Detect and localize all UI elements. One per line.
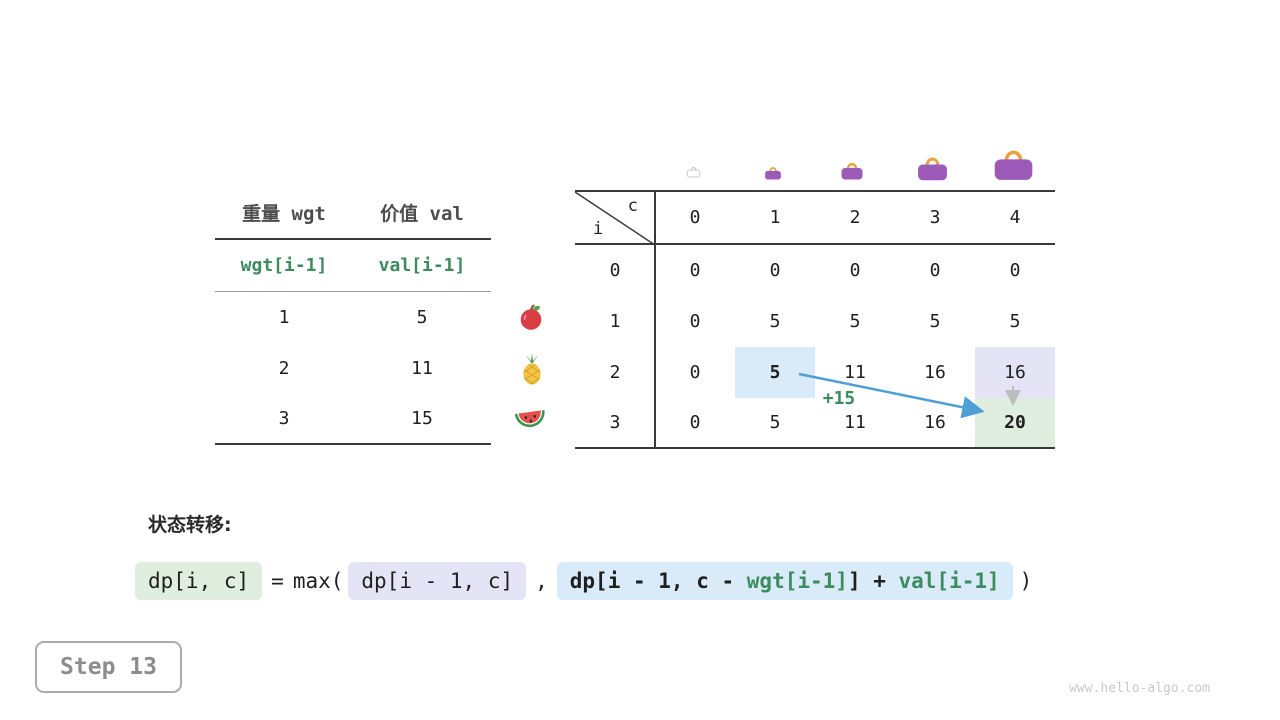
- dp-cell-above-highlight: 16: [975, 347, 1055, 398]
- dp-cell: 0: [1009, 260, 1021, 281]
- formula-comma: ,: [535, 569, 548, 593]
- dp-col-header: 2: [849, 207, 861, 228]
- dp-cell: 5: [849, 311, 861, 332]
- step-indicator: Step 13: [35, 641, 182, 693]
- handbag-icon: [916, 152, 949, 185]
- item-row: 1 5: [215, 292, 491, 343]
- dp-cell: 5: [929, 311, 941, 332]
- item-row: 2 11: [215, 343, 491, 394]
- dp-cell: 0: [769, 260, 781, 281]
- item-wgt: 2: [278, 358, 290, 379]
- dp-corner-cell: c i: [575, 192, 655, 245]
- dp-col-header: 0: [689, 207, 701, 228]
- weight-column-header: 重量 wgt: [242, 202, 326, 225]
- dp-row-1: 1 0 5 5 5 5: [575, 296, 1055, 347]
- formula-close-paren: ): [1019, 569, 1033, 593]
- dp-row-0: 0 0 0 0 0 0: [575, 245, 1055, 296]
- arg2-prefix: dp[i - 1, c -: [569, 569, 747, 593]
- formula-lhs-chip: dp[i, c]: [135, 562, 263, 600]
- dp-col-header: 4: [1009, 207, 1021, 228]
- corner-row-var: i: [593, 219, 604, 239]
- state-transition-formula: dp[i, c] = max( dp[i - 1, c] , dp[i - 1,…: [135, 562, 1032, 600]
- item-wgt: 3: [278, 408, 290, 429]
- corner-diagonal: [575, 192, 655, 245]
- dp-cell: 0: [689, 412, 701, 433]
- dp-cell: 0: [689, 362, 701, 383]
- item-val: 5: [416, 307, 428, 328]
- dp-row-header: 2: [609, 362, 621, 383]
- arrow-value-label: +15: [822, 388, 856, 409]
- dp-row-header: 1: [609, 311, 621, 332]
- dp-cell: 5: [769, 311, 781, 332]
- watermelon-icon: [512, 406, 550, 438]
- dp-cell-target-highlight: 20: [975, 398, 1055, 447]
- arg2-wgt: wgt[i-1]: [746, 569, 848, 593]
- dp-cell: 0: [849, 260, 861, 281]
- watermark: www.hello-algo.com: [1069, 681, 1210, 696]
- formula-max-open: max(: [292, 569, 344, 593]
- dp-cell: 11: [844, 412, 866, 433]
- handbag-ghost-icon: [686, 163, 701, 182]
- item-table: 重量 wgt 价值 val wgt[i-1] val[i-1] 1 5 2 11…: [215, 186, 491, 445]
- dp-cell-source-highlight: 5: [735, 347, 815, 398]
- dp-col-header: 1: [769, 207, 781, 228]
- formula-arg2-chip: dp[i - 1, c - wgt[i-1]] + val[i-1]: [556, 562, 1013, 600]
- dp-row-header: 3: [609, 412, 621, 433]
- dp-cell: 0: [689, 260, 701, 281]
- dp-cell: 0: [929, 260, 941, 281]
- item-table-header: 重量 wgt 价值 val: [215, 186, 491, 240]
- handbag-icon: [840, 159, 864, 184]
- item-row: 3 15: [215, 394, 491, 445]
- arg2-mid: ] +: [847, 569, 899, 593]
- dp-table-vertical-divider: [654, 192, 656, 449]
- dp-cell: 16: [924, 412, 946, 433]
- item-val: 11: [411, 358, 433, 379]
- dp-table: c i 0 1 2 3 4 0 0 0 0 0 0 1 0 5 5 5 5 2 …: [575, 190, 1055, 449]
- formula-arg1-chip: dp[i - 1, c]: [348, 562, 527, 600]
- dp-table-header-row: c i 0 1 2 3 4: [575, 192, 1055, 245]
- dp-col-header: 3: [929, 207, 941, 228]
- handbag-icon: [992, 143, 1035, 185]
- corner-col-var: c: [627, 196, 638, 216]
- dp-cell: 5: [769, 412, 781, 433]
- pineapple-icon: [519, 352, 545, 390]
- dp-row-header: 0: [609, 260, 621, 281]
- transition-label: 状态转移:: [148, 514, 232, 536]
- apple-icon: [517, 303, 545, 335]
- dp-cell: 0: [689, 311, 701, 332]
- item-table-formula-row: wgt[i-1] val[i-1]: [215, 240, 491, 292]
- dp-row-3: 3 0 5 11 16 20: [575, 398, 1055, 449]
- wgt-formula-cell: wgt[i-1]: [240, 255, 328, 276]
- formula-equals: =: [271, 569, 284, 593]
- handbag-icon: [764, 164, 782, 184]
- value-column-header: 价值 val: [380, 202, 464, 225]
- item-val: 15: [411, 408, 433, 429]
- arg2-val: val[i-1]: [898, 569, 1000, 593]
- item-wgt: 1: [278, 307, 290, 328]
- val-formula-cell: val[i-1]: [378, 255, 466, 276]
- dp-cell: 5: [1009, 311, 1021, 332]
- dp-cell: 16: [924, 362, 946, 383]
